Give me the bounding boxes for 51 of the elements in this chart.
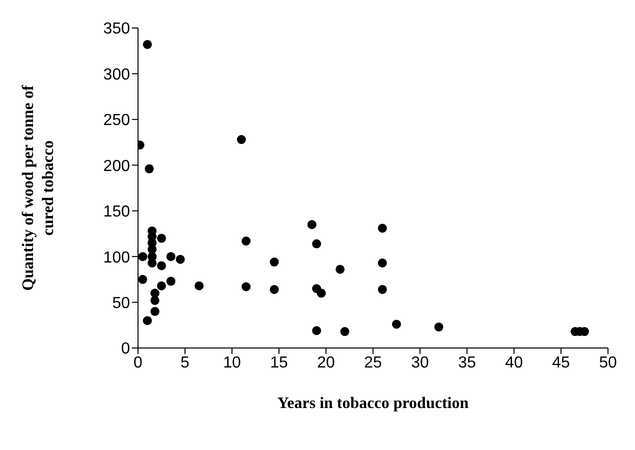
point: [242, 282, 251, 292]
y-tick-label: 300: [103, 66, 130, 84]
point: [150, 296, 160, 305]
point: [242, 236, 251, 246]
point: [340, 327, 350, 336]
x-tick-label: 20: [317, 354, 335, 372]
point: [336, 264, 345, 274]
x-tick-label: 15: [270, 354, 288, 372]
y-tick-label: 100: [103, 249, 130, 266]
point: [138, 274, 148, 284]
point: [270, 258, 279, 267]
point: [236, 135, 246, 144]
point: [138, 252, 148, 262]
point: [392, 320, 401, 329]
x-tick-label: 10: [223, 354, 241, 372]
point: [157, 281, 166, 290]
x-tick-label: 40: [505, 354, 523, 372]
point: [312, 239, 322, 248]
point: [176, 254, 185, 264]
point: [142, 40, 152, 49]
y-tick-label: 350: [103, 20, 130, 38]
point: [312, 326, 322, 336]
point: [144, 164, 154, 174]
point: [194, 281, 204, 290]
point: [270, 284, 279, 294]
y-tick-label: 200: [103, 158, 130, 175]
y-tick-label: 250: [103, 112, 130, 130]
x-tick-label: 25: [364, 354, 382, 372]
y-tick-label: 0: [121, 340, 130, 358]
point: [434, 322, 444, 332]
point: [166, 252, 176, 262]
x-axis-title: Years in tobacco production: [277, 395, 469, 412]
point: [157, 234, 166, 243]
point: [316, 288, 326, 298]
y-tick-label: 150: [103, 204, 130, 221]
x-tick-label: 45: [552, 354, 570, 372]
y-axis-title: Quantity of wood per tonne of cured tobacco: [20, 84, 57, 291]
x-tick-label: 30: [411, 354, 429, 372]
point: [142, 316, 152, 326]
point: [378, 224, 387, 233]
point: [307, 220, 316, 230]
point: [166, 276, 176, 286]
point: [157, 261, 166, 270]
y-tick-label: 50: [112, 294, 130, 312]
x-tick-label: 5: [180, 354, 190, 372]
x-tick-label: 35: [458, 354, 476, 372]
point: [378, 284, 387, 294]
point: [378, 258, 387, 268]
x-tick-label: 50: [599, 354, 617, 372]
x-tick-label: 0: [134, 354, 143, 372]
point: [150, 306, 160, 316]
